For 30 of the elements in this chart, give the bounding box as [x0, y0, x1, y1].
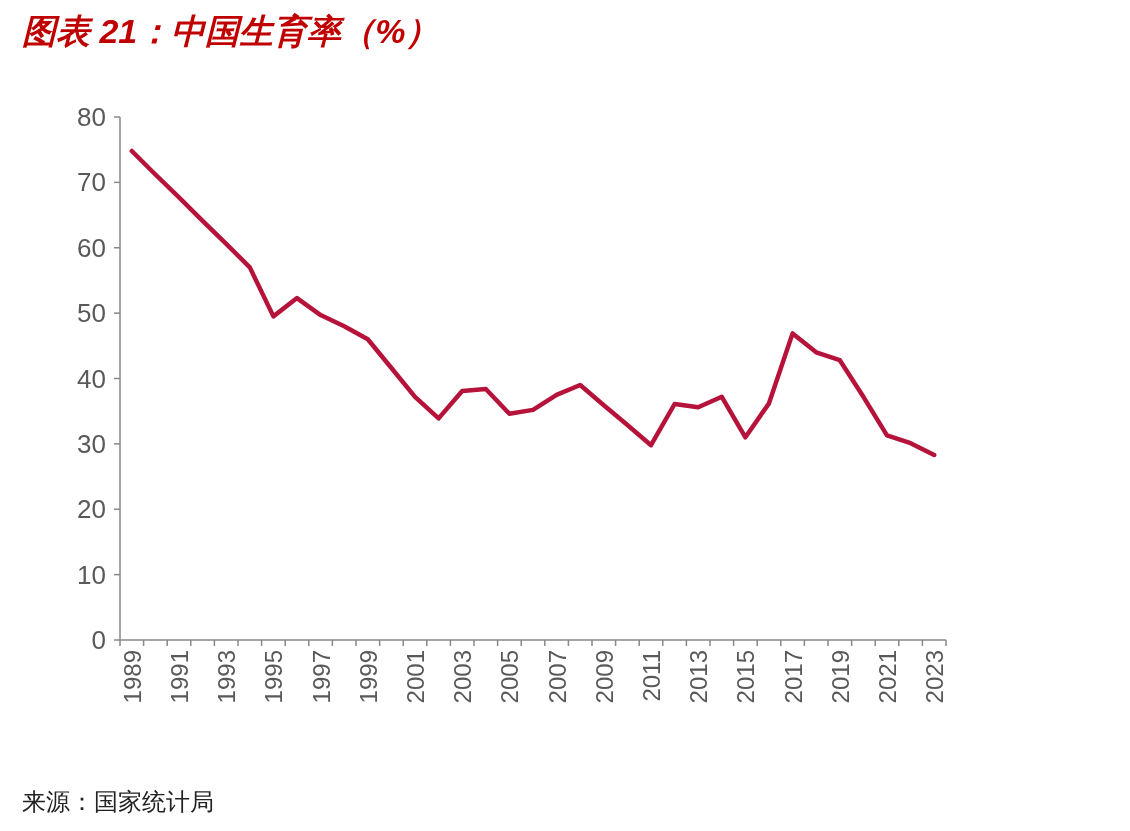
x-tick-label: 2021 [874, 650, 901, 704]
x-tick-label: 2007 [543, 650, 571, 704]
chart-title: 图表 21：中国生育率（%） [22, 12, 440, 50]
x-tick-label: 1997 [307, 650, 335, 704]
x-tick-label: 1989 [118, 650, 146, 704]
x-tick-label: 2011 [638, 650, 665, 702]
y-tick-label: 70 [77, 167, 106, 198]
line-series [129, 148, 937, 458]
x-tick-label: 2003 [449, 650, 477, 704]
y-tick-label: 50 [77, 298, 106, 329]
y-tick-label: 0 [91, 625, 106, 655]
x-tick-label: 2001 [402, 650, 429, 704]
source-note: 来源：国家统计局 [22, 788, 214, 815]
x-tick-label: 2023 [921, 650, 949, 704]
x-tick-label: 1991 [166, 650, 193, 704]
y-tick-label: 60 [77, 232, 106, 263]
x-tick-label: 1993 [213, 650, 241, 704]
x-tick-label: 2013 [685, 650, 713, 704]
y-tick-label: 40 [77, 363, 106, 394]
y-tick-label: 80 [77, 102, 106, 132]
x-tick-label: 2009 [590, 650, 618, 704]
y-tick-label: 20 [77, 494, 106, 525]
x-tick-label: 2005 [496, 650, 524, 704]
y-tick-label: 30 [77, 428, 106, 459]
x-tick-label: 1995 [260, 650, 288, 704]
x-tick-label: 2015 [732, 650, 760, 704]
y-tick-label: 10 [77, 559, 106, 590]
x-tick-label: 2017 [779, 650, 807, 704]
x-tick-label: 2019 [826, 650, 854, 704]
x-tick-label: 1999 [354, 650, 382, 704]
